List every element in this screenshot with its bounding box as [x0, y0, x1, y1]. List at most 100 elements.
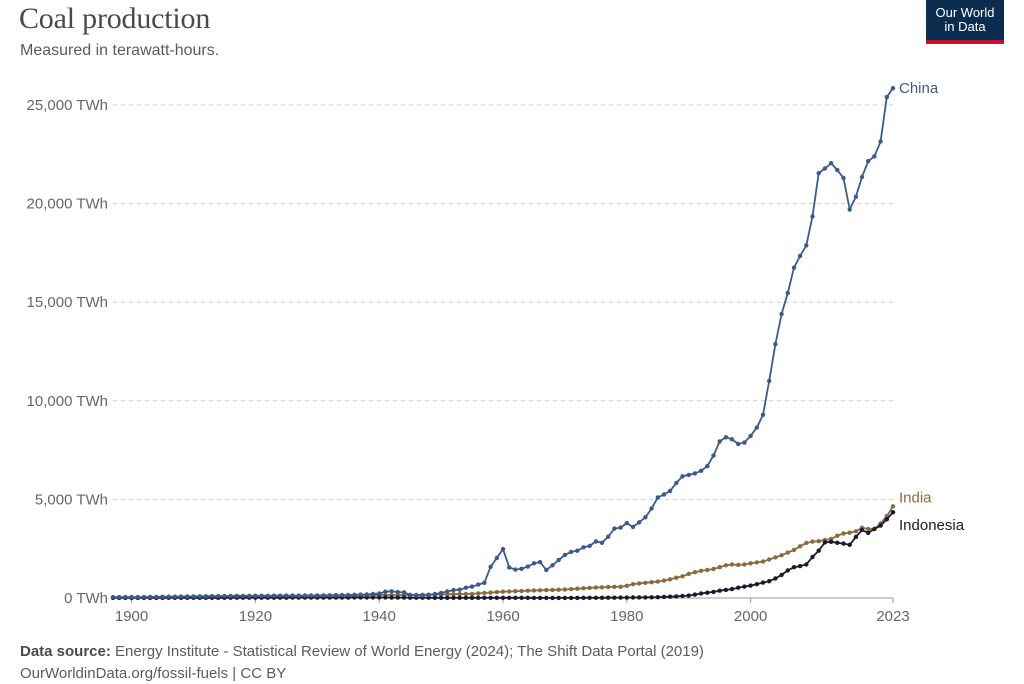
data-point[interactable] [197, 594, 202, 599]
data-point[interactable] [160, 594, 165, 599]
data-point[interactable] [315, 593, 320, 598]
data-point[interactable] [494, 555, 499, 561]
data-point[interactable] [754, 425, 759, 430]
data-point[interactable] [661, 594, 667, 600]
data-point[interactable] [791, 265, 797, 270]
data-point[interactable] [847, 542, 852, 547]
data-point[interactable] [612, 526, 617, 531]
series-line-india[interactable] [112, 505, 894, 599]
data-point[interactable] [866, 530, 871, 536]
data-point[interactable] [228, 593, 233, 599]
data-point[interactable] [525, 595, 530, 600]
data-point[interactable] [562, 595, 568, 601]
data-point[interactable] [562, 587, 568, 592]
data-point[interactable] [705, 463, 710, 469]
data-point[interactable] [767, 579, 772, 584]
data-point[interactable] [804, 562, 809, 567]
data-point[interactable] [890, 86, 896, 91]
data-point[interactable] [606, 595, 611, 600]
data-point[interactable] [637, 581, 642, 586]
data-point[interactable] [395, 595, 400, 600]
data-point[interactable] [593, 539, 599, 544]
data-point[interactable] [618, 525, 623, 530]
data-point[interactable] [277, 593, 283, 598]
data-point[interactable] [835, 167, 840, 173]
data-point[interactable] [556, 557, 561, 563]
data-point[interactable] [587, 543, 592, 549]
data-point[interactable] [729, 437, 735, 442]
data-point[interactable] [482, 580, 487, 585]
data-point[interactable] [760, 412, 766, 417]
data-point[interactable] [457, 587, 462, 592]
data-point[interactable] [581, 545, 586, 550]
data-point[interactable] [556, 587, 561, 592]
data-point[interactable] [259, 593, 264, 598]
data-point[interactable] [513, 595, 518, 600]
data-point[interactable] [562, 552, 568, 558]
data-point[interactable] [655, 579, 660, 584]
data-point[interactable] [748, 583, 753, 588]
data-point[interactable] [649, 506, 654, 511]
data-point[interactable] [661, 578, 667, 583]
data-point[interactable] [866, 526, 871, 532]
data-point[interactable] [773, 342, 778, 347]
data-point[interactable] [661, 492, 667, 497]
data-point[interactable] [284, 593, 289, 598]
data-point[interactable] [859, 174, 865, 180]
data-point[interactable] [872, 526, 877, 532]
data-point[interactable] [630, 524, 636, 530]
data-point[interactable] [407, 592, 413, 598]
data-point[interactable] [401, 590, 407, 595]
data-point[interactable] [265, 593, 270, 598]
data-point[interactable] [686, 593, 691, 598]
data-point[interactable] [451, 587, 456, 593]
data-point[interactable] [773, 555, 778, 560]
data-point[interactable] [618, 584, 623, 589]
data-point[interactable] [637, 520, 642, 525]
data-point[interactable] [438, 595, 444, 600]
data-point[interactable] [667, 594, 673, 599]
data-point[interactable] [147, 594, 153, 600]
data-point[interactable] [476, 582, 481, 587]
data-point[interactable] [519, 566, 524, 571]
data-point[interactable] [866, 159, 871, 164]
data-point[interactable] [525, 564, 530, 569]
data-point[interactable] [457, 595, 462, 600]
data-point[interactable] [748, 561, 753, 566]
data-point[interactable] [488, 590, 493, 595]
data-point[interactable] [544, 587, 549, 593]
data-point[interactable] [247, 593, 252, 599]
data-point[interactable] [637, 595, 642, 600]
data-point[interactable] [797, 563, 803, 569]
data-point[interactable] [203, 594, 209, 599]
data-point[interactable] [370, 591, 376, 597]
data-point[interactable] [847, 530, 852, 535]
data-point[interactable] [816, 171, 821, 176]
data-point[interactable] [575, 595, 580, 601]
data-point[interactable] [432, 595, 438, 600]
data-point[interactable] [736, 585, 741, 590]
data-point[interactable] [680, 593, 685, 599]
data-point[interactable] [890, 510, 896, 515]
data-point[interactable] [531, 588, 537, 593]
data-point[interactable] [568, 586, 574, 592]
data-point[interactable] [859, 527, 865, 533]
data-point[interactable] [692, 570, 698, 575]
data-point[interactable] [556, 595, 561, 601]
data-point[interactable] [773, 576, 778, 581]
data-point[interactable] [476, 595, 481, 600]
data-point[interactable] [550, 595, 555, 601]
data-point[interactable] [420, 593, 425, 598]
data-point[interactable] [482, 590, 487, 596]
data-point[interactable] [568, 549, 574, 555]
data-point[interactable] [488, 564, 493, 569]
data-point[interactable] [395, 589, 400, 595]
data-point[interactable] [377, 591, 382, 596]
data-point[interactable] [575, 586, 580, 591]
data-point[interactable] [729, 586, 735, 592]
data-point[interactable] [513, 567, 518, 572]
data-point[interactable] [717, 588, 722, 593]
data-point[interactable] [649, 580, 654, 585]
data-point[interactable] [438, 590, 444, 596]
data-point[interactable] [791, 565, 797, 570]
